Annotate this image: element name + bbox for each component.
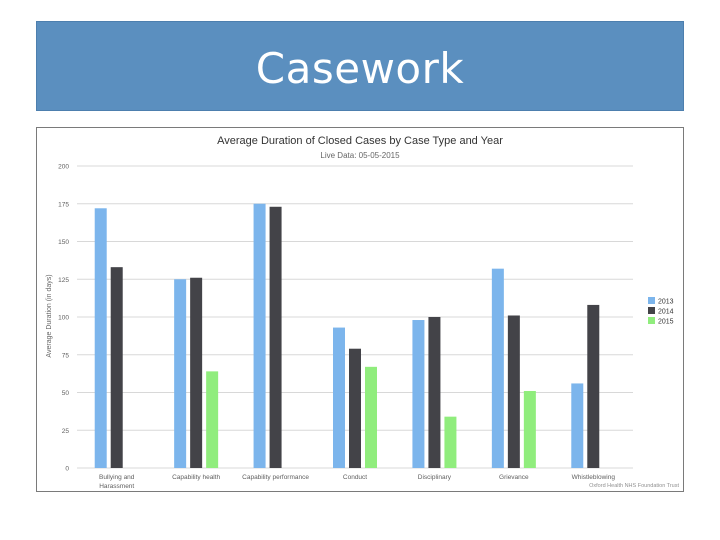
bar bbox=[491, 268, 504, 468]
y-tick-label: 175 bbox=[58, 201, 69, 208]
bar bbox=[428, 317, 441, 468]
y-tick-label: 0 bbox=[65, 466, 69, 473]
bar bbox=[110, 267, 123, 468]
title-banner: Casework bbox=[36, 21, 684, 111]
bar bbox=[507, 315, 520, 468]
bar bbox=[571, 383, 584, 468]
bar bbox=[349, 348, 361, 468]
x-tick-label: Capability health bbox=[172, 474, 220, 481]
bar bbox=[174, 279, 187, 468]
bar bbox=[444, 416, 457, 468]
bar-chart: Average Duration of Closed Cases by Case… bbox=[46, 135, 679, 490]
y-tick-label: 150 bbox=[58, 239, 69, 246]
x-tick-label: Whistleblowing bbox=[572, 474, 616, 481]
bar bbox=[269, 206, 282, 468]
y-tick-label: 75 bbox=[62, 352, 70, 359]
bar bbox=[190, 277, 203, 468]
bar bbox=[412, 320, 425, 468]
chart-title: Average Duration of Closed Cases by Case… bbox=[217, 135, 503, 147]
x-tick-label: Disciplinary bbox=[418, 474, 452, 481]
x-tick-label: Grievance bbox=[499, 474, 529, 481]
slide-title: Casework bbox=[255, 44, 465, 93]
x-tick-label: Harassment bbox=[99, 483, 134, 490]
x-tick-label: Bullying and bbox=[99, 474, 135, 481]
chart-subtitle: Live Data: 05-05-2015 bbox=[320, 151, 400, 160]
bar bbox=[206, 371, 219, 468]
y-tick-label: 100 bbox=[58, 315, 69, 322]
x-tick-label: Conduct bbox=[343, 474, 367, 481]
y-axis-label: Average Duration (in days) bbox=[46, 274, 53, 357]
bar bbox=[253, 203, 266, 468]
x-tick-label: Capability performance bbox=[242, 474, 309, 481]
y-tick-label: 25 bbox=[62, 428, 70, 435]
chart-frame: Average Duration of Closed Cases by Case… bbox=[36, 127, 684, 492]
y-tick-label: 50 bbox=[62, 390, 70, 397]
bar bbox=[523, 390, 536, 468]
y-tick-label: 125 bbox=[58, 277, 69, 284]
legend-swatch bbox=[648, 317, 655, 324]
bar bbox=[333, 327, 345, 468]
bar bbox=[94, 208, 107, 468]
bar bbox=[365, 366, 377, 468]
legend-label: 2013 bbox=[658, 299, 674, 306]
credit-text: Oxford Health NHS Foundation Trust bbox=[589, 483, 679, 489]
legend-label: 2014 bbox=[658, 309, 674, 316]
legend-label: 2015 bbox=[658, 319, 674, 326]
bar bbox=[587, 304, 600, 468]
legend-swatch bbox=[648, 307, 655, 314]
y-tick-label: 200 bbox=[58, 164, 69, 171]
legend-swatch bbox=[648, 297, 655, 304]
